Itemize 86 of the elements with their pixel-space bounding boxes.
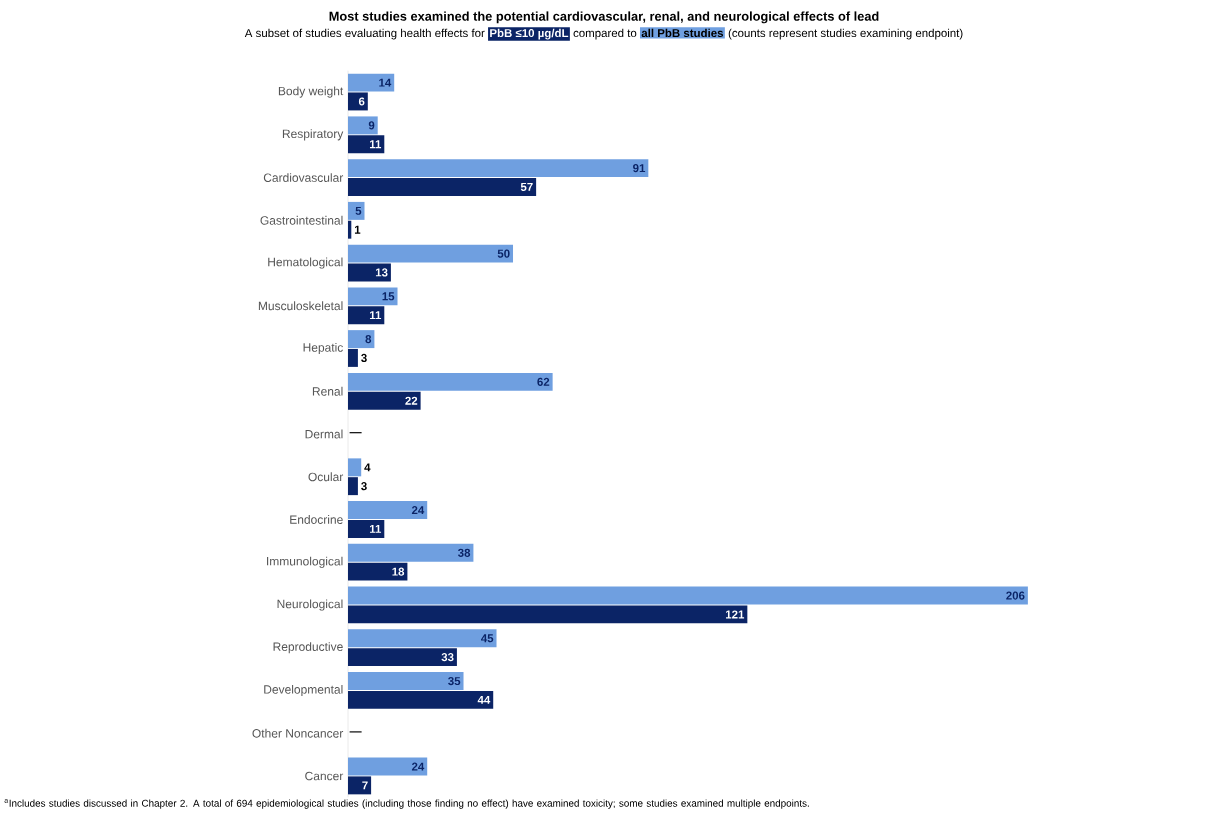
y-tick-label: Renal: [312, 386, 343, 396]
data-label: 44: [477, 695, 491, 704]
data-label: 6: [358, 97, 365, 106]
data-label: 18: [392, 567, 405, 576]
data-label: 57: [520, 182, 533, 191]
bar: [348, 116, 378, 135]
text: $^{a}$Includes studies discussed in Chapter 2. A total of 694 epidemiological studies (including those finding no effect) have examined toxicity; some studies examined multiple endpoints.: [4, 798, 809, 809]
data-label: 33: [441, 652, 454, 662]
data-label: 1: [354, 225, 361, 234]
bar: [348, 92, 368, 111]
bar: [348, 287, 398, 306]
bar: [348, 605, 748, 624]
bar: [348, 477, 358, 495]
data-label: 11: [369, 524, 382, 533]
data-label: 45: [481, 634, 494, 643]
data-label: 3: [361, 353, 367, 362]
bar: [348, 562, 408, 581]
bar: [348, 757, 428, 776]
bar: [348, 586, 1028, 605]
bar: [348, 306, 385, 324]
bar: [348, 648, 457, 666]
bar: [348, 177, 537, 196]
bar: [348, 629, 497, 648]
data-label: 62: [537, 377, 550, 386]
bar: [348, 690, 494, 709]
data-label: 11: [369, 311, 382, 319]
data-label: 7: [362, 781, 368, 790]
y-tick-label: Other Noncancer: [252, 728, 344, 738]
bar: [348, 135, 385, 154]
data-label: 15: [382, 292, 395, 301]
bar: [348, 159, 649, 177]
text: (counts represent studies examining endpoint): [728, 28, 963, 40]
data-label: 8: [365, 334, 372, 344]
bar: [348, 201, 365, 220]
y-tick-label: Hepatic: [303, 342, 343, 354]
bar: [348, 220, 352, 239]
bar: [348, 348, 358, 367]
data-label: 35: [448, 676, 461, 685]
bar: [348, 372, 553, 391]
chart-subtitle: A subset of studies evaluating health effects for: [244, 28, 485, 40]
data-label: 24: [411, 762, 425, 771]
y-tick-label: Reproductive: [273, 641, 343, 654]
y-tick-label: Immunological: [267, 556, 343, 568]
data-label: 50: [497, 249, 510, 258]
data-label: 3: [361, 481, 367, 491]
y-tick-label: Developmental: [264, 684, 343, 696]
data-label: 24: [411, 505, 425, 514]
bar: [348, 391, 421, 410]
data-label: 4: [364, 463, 371, 472]
y-tick-label: Cancer: [305, 771, 344, 781]
y-tick-label: Ocular: [308, 472, 344, 482]
text: PbB ≤10 µg/dL: [490, 28, 569, 40]
data-label: 5: [355, 206, 362, 215]
text: —: [349, 431, 362, 434]
y-tick-label: Endocrine: [290, 514, 343, 524]
y-tick-label: Dermal: [305, 429, 343, 439]
bar: [348, 329, 375, 348]
y-tick-label: Neurological: [277, 599, 343, 611]
data-label: 38: [458, 548, 471, 557]
chart-title: Most studies examined the potential cardiovascular, renal, and neurological effects of lead: [329, 11, 879, 24]
text: compared to: [573, 28, 637, 40]
y-tick-label: Body weight: [278, 86, 344, 98]
data-label: 121: [726, 610, 745, 619]
bar: [348, 543, 474, 562]
bar: [348, 244, 514, 263]
bar: [348, 671, 464, 690]
bar: [348, 519, 385, 538]
y-tick-label: Musculoskeletal: [258, 301, 343, 311]
data-label: 13: [375, 268, 388, 277]
data-label: 206: [1006, 591, 1025, 600]
bar: [348, 263, 391, 282]
text: all PbB studies: [641, 28, 724, 37]
data-label: 11: [369, 140, 382, 148]
text: —: [349, 731, 362, 733]
y-tick-label: Respiratory: [282, 129, 344, 141]
y-tick-label: Gastrointestinal: [260, 215, 343, 225]
data-label: 91: [633, 163, 646, 173]
y-tick-label: Hematological: [268, 257, 343, 269]
y-tick-label: Cardiovascular: [263, 172, 344, 182]
data-label: 22: [405, 396, 418, 405]
bar: [348, 458, 362, 477]
data-label: 14: [379, 78, 392, 87]
bar: [348, 776, 372, 795]
bar: [348, 73, 395, 92]
data-label: 9: [368, 121, 375, 130]
bar: [348, 500, 428, 519]
